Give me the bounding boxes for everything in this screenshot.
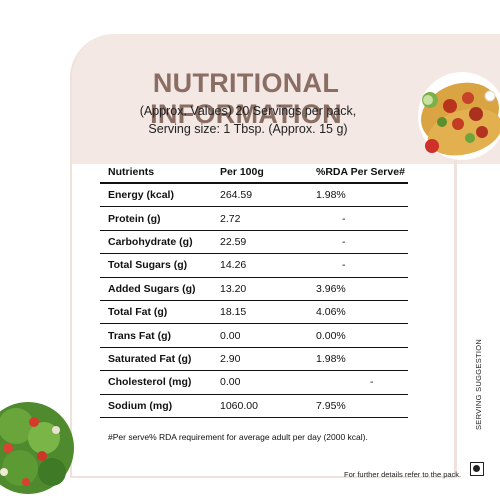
page-title: NUTRITIONAL INFORMATION	[150, 68, 342, 129]
card-border-right	[454, 130, 457, 478]
nutrient-rda: 7.95%	[308, 394, 408, 418]
table-row: Added Sugars (g) 13.20 3.96%	[100, 277, 408, 301]
nutrient-name: Cholesterol (mg)	[100, 370, 212, 395]
nutrient-rda: -	[308, 253, 408, 278]
nutrient-rda: 3.96%	[308, 277, 408, 301]
nutrient-rda: -	[308, 370, 408, 395]
table-row: Saturated Fat (g) 2.90 1.98%	[100, 347, 408, 372]
serving-info: (Approx. Values) 20 Servings per pack, S…	[98, 102, 398, 138]
veg-symbol-icon	[470, 462, 484, 476]
header-nutrients: Nutrients	[100, 162, 212, 184]
nutrient-per-100g: 22.59	[212, 230, 308, 255]
tacos-food-icon	[418, 72, 500, 160]
serving-suggestion-label: SERVING SUGGESTION	[474, 338, 483, 430]
salad-food-icon	[0, 402, 74, 494]
nutrient-per-100g: 264.59	[212, 183, 308, 208]
table-row: Total Fat (g) 18.15 4.06%	[100, 300, 408, 325]
nutrition-table: Nutrients Per 100g %RDA Per Serve# Energ…	[100, 162, 408, 418]
nutrient-per-100g: 18.15	[212, 300, 308, 325]
serving-info-line1: (Approx. Values) 20 Servings per pack,	[139, 104, 357, 118]
nutrient-per-100g: 13.20	[212, 277, 308, 301]
nutrient-per-100g: 1060.00	[212, 394, 308, 418]
card-border-bottom	[70, 476, 457, 478]
table-row: Energy (kcal) 264.59 1.98%	[100, 183, 408, 208]
table-row: Trans Fat (g) 0.00 0.00%	[100, 323, 408, 348]
nutrient-name: Carbohydrate (g)	[100, 230, 212, 255]
nutrient-rda: -	[308, 230, 408, 255]
nutrient-per-100g: 2.90	[212, 347, 308, 372]
table-row: Carbohydrate (g) 22.59 -	[100, 230, 408, 255]
nutrient-name: Saturated Fat (g)	[100, 347, 212, 372]
nutrient-rda: -	[308, 206, 408, 231]
serving-info-line2: Serving size: 1 Tbsp. (Approx. 15 g)	[148, 122, 348, 136]
table-row: Protein (g) 2.72 -	[100, 206, 408, 231]
nutrient-rda: 1.98%	[308, 183, 408, 208]
nutrient-rda: 0.00%	[308, 323, 408, 348]
header-rda: %RDA Per Serve#	[308, 162, 408, 184]
nutrient-rda: 4.06%	[308, 300, 408, 325]
nutrient-per-100g: 0.00	[212, 370, 308, 395]
nutrient-name: Energy (kcal)	[100, 183, 212, 208]
nutrient-per-100g: 2.72	[212, 206, 308, 231]
table-row: Cholesterol (mg) 0.00 -	[100, 370, 408, 395]
nutrient-name: Total Sugars (g)	[100, 253, 212, 278]
nutrient-per-100g: 0.00	[212, 323, 308, 348]
nutrient-name: Total Fat (g)	[100, 300, 212, 325]
nutrient-rda: 1.98%	[308, 347, 408, 372]
table-header-row: Nutrients Per 100g %RDA Per Serve#	[100, 162, 408, 184]
rda-footnote: #Per serve% RDA requirement for average …	[108, 432, 368, 442]
nutrient-name: Added Sugars (g)	[100, 277, 212, 301]
header-per-100g: Per 100g	[212, 162, 308, 184]
nutrient-name: Sodium (mg)	[100, 394, 212, 418]
table-row: Sodium (mg) 1060.00 7.95%	[100, 394, 408, 418]
nutrient-name: Trans Fat (g)	[100, 323, 212, 348]
table-row: Total Sugars (g) 14.26 -	[100, 253, 408, 278]
nutrient-per-100g: 14.26	[212, 253, 308, 278]
further-details-note: For further details refer to the pack.	[344, 470, 462, 479]
nutrient-name: Protein (g)	[100, 206, 212, 231]
